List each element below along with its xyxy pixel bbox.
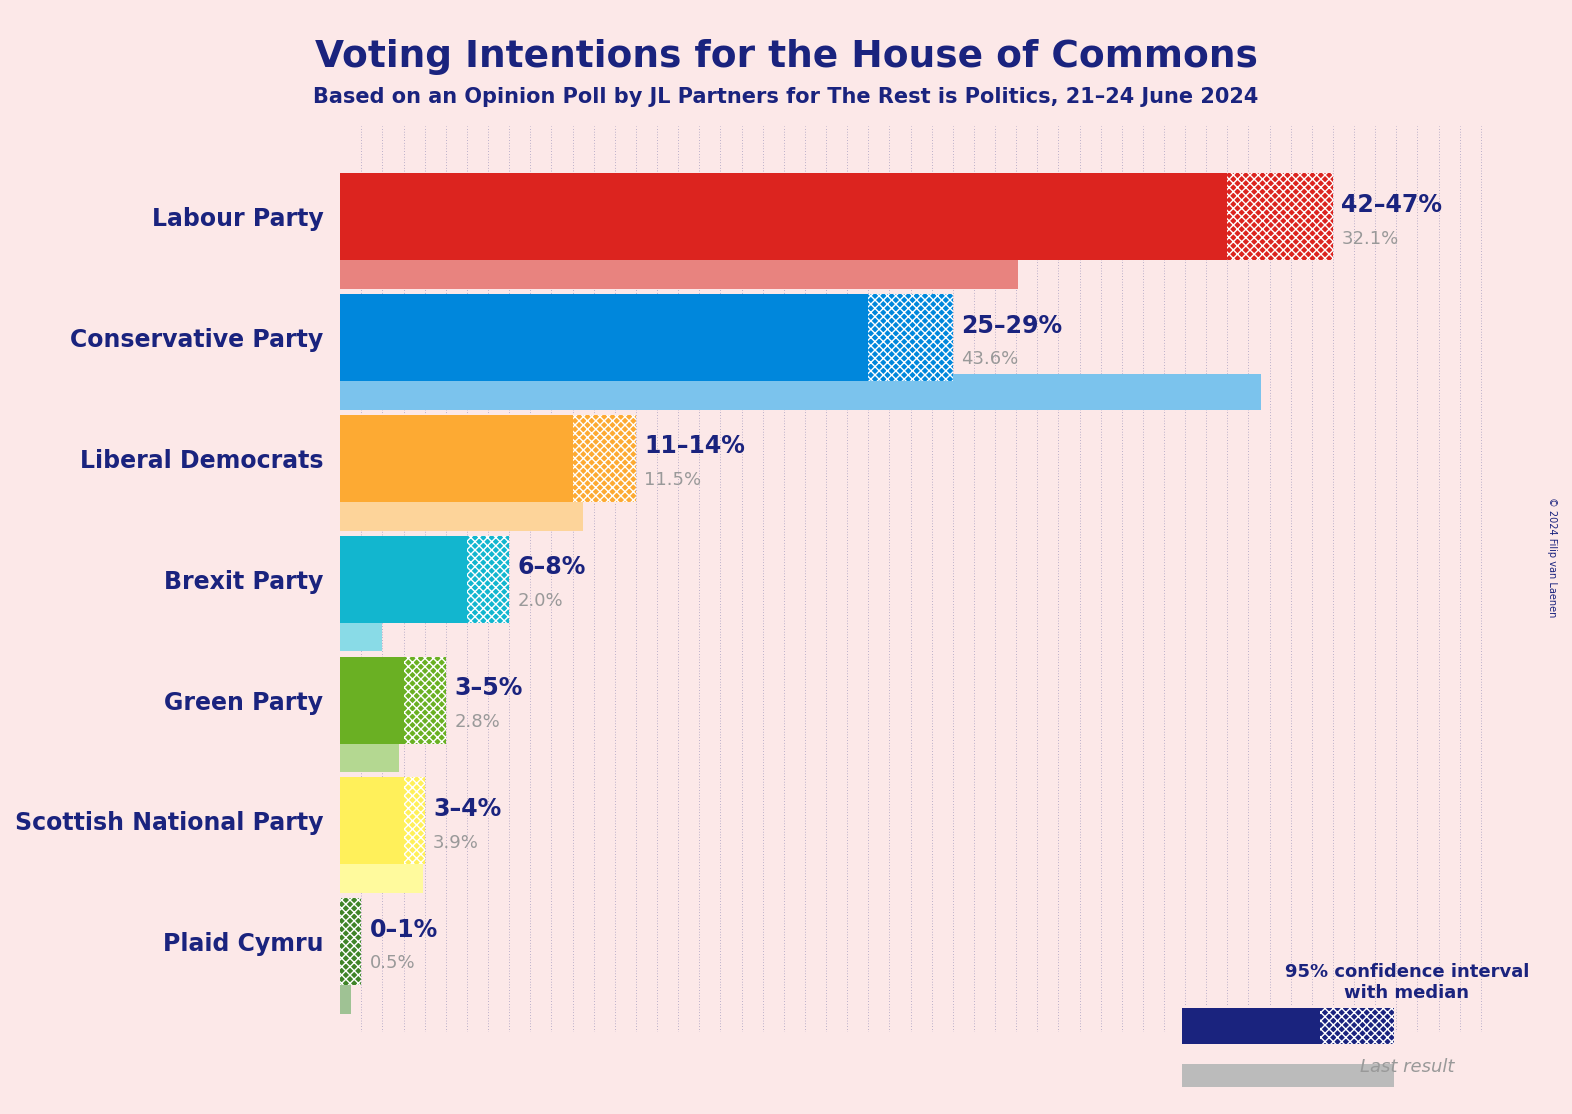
Bar — [340, 495, 583, 530]
Text: 95% confidence interval
with median: 95% confidence interval with median — [1284, 964, 1530, 1001]
Text: 0.5%: 0.5% — [369, 955, 415, 973]
Text: 0–1%: 0–1% — [369, 918, 439, 941]
Text: Last result: Last result — [1360, 1058, 1454, 1076]
Bar — [340, 615, 382, 652]
Bar — [404, 656, 446, 743]
Bar — [340, 857, 423, 892]
Text: Based on an Opinion Poll by JL Partners for The Rest is Politics, 21–24 June 202: Based on an Opinion Poll by JL Partners … — [313, 87, 1259, 107]
Bar — [340, 416, 572, 502]
Text: 3–5%: 3–5% — [454, 676, 522, 700]
Bar — [340, 373, 1261, 410]
Text: 3–4%: 3–4% — [434, 797, 501, 821]
Text: 25–29%: 25–29% — [960, 314, 1063, 338]
Text: 2.8%: 2.8% — [454, 713, 500, 731]
Bar — [1228, 174, 1333, 261]
Text: 2.0%: 2.0% — [517, 592, 563, 610]
Bar — [1182, 1064, 1394, 1087]
Text: 43.6%: 43.6% — [960, 351, 1019, 369]
Bar — [340, 174, 1228, 261]
Text: © 2024 Filip van Laenen: © 2024 Filip van Laenen — [1547, 497, 1556, 617]
Text: 11.5%: 11.5% — [645, 471, 701, 489]
Bar — [1182, 1008, 1320, 1044]
Text: 32.1%: 32.1% — [1341, 229, 1399, 247]
Text: 3.9%: 3.9% — [434, 833, 479, 851]
Bar — [340, 898, 362, 985]
Bar — [340, 977, 351, 1014]
Bar — [340, 656, 404, 743]
Bar — [340, 294, 868, 381]
Bar — [340, 253, 1019, 289]
Bar — [340, 736, 399, 772]
Text: 42–47%: 42–47% — [1341, 193, 1443, 217]
Bar — [404, 778, 424, 864]
Bar — [467, 536, 509, 623]
Bar — [340, 778, 404, 864]
Text: Voting Intentions for the House of Commons: Voting Intentions for the House of Commo… — [314, 39, 1258, 75]
Text: 6–8%: 6–8% — [517, 555, 586, 579]
Bar — [868, 294, 953, 381]
Bar — [572, 416, 637, 502]
Bar — [340, 536, 467, 623]
Text: 11–14%: 11–14% — [645, 434, 745, 459]
Bar — [1320, 1008, 1394, 1044]
